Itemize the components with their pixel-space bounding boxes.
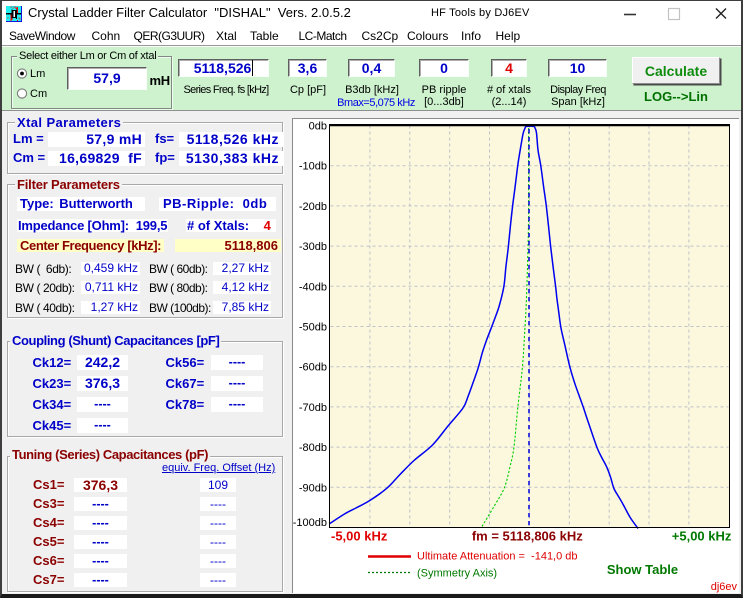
svg-text:-80db: -80db [299, 442, 327, 454]
svg-text:-10db: -10db [299, 161, 327, 173]
svg-text:(Symmetry Axis): (Symmetry Axis) [417, 568, 497, 580]
svg-text:-50db: -50db [299, 322, 327, 334]
svg-text:dj6ev: dj6ev [711, 581, 738, 593]
svg-text:-30db: -30db [299, 241, 327, 253]
svg-text:-40db: -40db [299, 281, 327, 293]
svg-text:+5,00 kHz: +5,00 kHz [672, 529, 732, 544]
svg-text:-20db: -20db [299, 201, 327, 213]
svg-text:Show Table: Show Table [607, 562, 678, 577]
svg-text:fm = 5118,806 kHz: fm = 5118,806 kHz [472, 529, 583, 544]
svg-text:-90db: -90db [299, 482, 327, 494]
svg-text:-70db: -70db [299, 402, 327, 414]
svg-text:0db: 0db [309, 121, 327, 133]
svg-text:-60db: -60db [299, 362, 327, 374]
svg-text:-5,00 kHz: -5,00 kHz [331, 529, 388, 544]
svg-text:Ultimate Attenuation = -141,0: Ultimate Attenuation = -141,0 db [417, 551, 578, 563]
svg-text:-100db: -100db [293, 517, 327, 529]
